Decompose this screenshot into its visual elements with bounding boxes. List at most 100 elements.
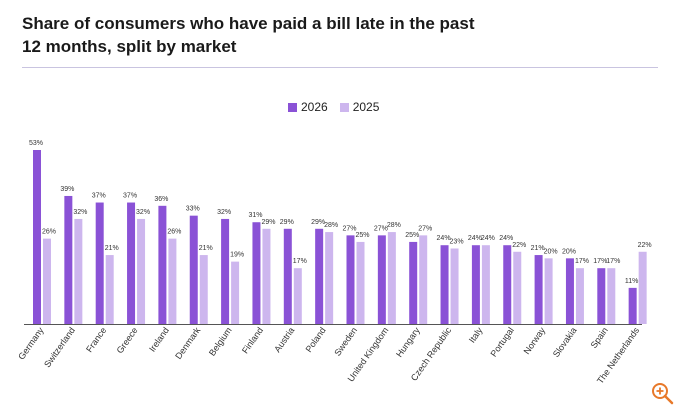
x-tick-label: Poland (304, 325, 328, 354)
value-label-2026-belgium: 32% (217, 209, 231, 216)
value-label-2025-austria: 17% (293, 258, 307, 265)
value-label-2025-greece: 32% (136, 209, 150, 216)
bar-2025-hungary (419, 235, 428, 324)
x-tick-label: Slovakia (551, 325, 579, 359)
value-label-2026-italy: 24% (468, 235, 482, 242)
bar-2025-finland (262, 228, 271, 324)
bar-2026-denmark (189, 215, 198, 324)
bar-2025-sweden (356, 241, 365, 324)
bar-2026-sweden (346, 235, 355, 324)
bar-2026-switzerland (64, 195, 73, 324)
value-label-2026-denmark: 33% (186, 206, 200, 213)
x-tick-label: Portugal (488, 325, 515, 358)
bar-2026-norway (534, 255, 543, 324)
x-tick-label: Spain (589, 325, 610, 350)
bar-2026-united-kingdom (377, 235, 386, 324)
bar-2025-france (105, 255, 114, 324)
value-label-2025-poland: 28% (324, 222, 338, 229)
x-tick-label: Sweden (332, 325, 359, 357)
value-label-2025-czech-republic: 23% (450, 238, 464, 245)
value-label-2025-the-netherlands: 22% (638, 242, 652, 249)
value-label-2025-finland: 29% (261, 219, 275, 226)
x-tick-label: Germany (16, 325, 46, 361)
legend-item-2025: 2025 (339, 100, 380, 114)
value-label-2026-the-netherlands: 11% (625, 278, 639, 285)
value-label-2025-ireland: 26% (167, 229, 181, 236)
value-label-2025-slovakia: 17% (575, 258, 589, 265)
bar-2026-italy (471, 245, 480, 324)
x-tick-label: Greece (115, 325, 140, 355)
bar-2025-italy (481, 245, 490, 324)
value-label-2026-slovakia: 20% (562, 248, 576, 255)
x-tick-label: Italy (467, 325, 485, 345)
bar-2025-spain (607, 268, 616, 324)
value-label-2025-italy: 24% (481, 235, 495, 242)
value-label-2025-norway: 20% (544, 248, 558, 255)
bar-2026-slovakia (565, 258, 574, 324)
x-tick-label: France (84, 325, 108, 354)
value-label-2026-czech-republic: 24% (437, 235, 451, 242)
bar-2025-belgium (231, 261, 240, 324)
value-label-2026-norway: 21% (531, 245, 545, 252)
bar-2026-germany (33, 150, 41, 324)
value-label-2025-united-kingdom: 28% (387, 222, 401, 229)
value-label-2026-germany: 53% (29, 140, 43, 147)
bar-2026-greece (127, 202, 136, 324)
bar-2026-ireland (158, 205, 167, 324)
bar-2025-czech-republic (450, 248, 459, 324)
bar-2026-hungary (409, 241, 418, 324)
legend-label-2026: 2026 (301, 100, 328, 114)
bar-2025-norway (544, 258, 553, 324)
bar-2025-portugal (513, 251, 522, 324)
value-label-2026-finland: 31% (248, 212, 262, 219)
zoom-in-icon[interactable] (649, 380, 675, 406)
x-tick-label: Norway (522, 325, 548, 356)
legend-item-2026: 2026 (288, 100, 328, 114)
value-label-2025-spain: 17% (606, 258, 620, 265)
value-label-2025-switzerland: 32% (73, 209, 87, 216)
value-label-2026-poland: 29% (311, 219, 325, 226)
value-label-2025-sweden: 25% (355, 232, 369, 239)
value-label-2025-hungary: 27% (418, 225, 432, 232)
bar-2025-greece (137, 218, 146, 324)
chart-legend: 2026 2025 (288, 100, 379, 114)
bar-2026-finland (252, 222, 261, 324)
value-label-2025-portugal: 22% (512, 242, 526, 249)
bar-2026-portugal (503, 245, 512, 324)
value-label-2025-belgium: 19% (230, 252, 244, 259)
value-label-2026-sweden: 27% (342, 225, 356, 232)
value-label-2026-austria: 29% (280, 219, 294, 226)
value-label-2026-france: 37% (92, 193, 106, 200)
legend-label-2025: 2025 (352, 100, 380, 114)
x-tick-label: Austria (272, 325, 296, 354)
value-label-2026-portugal: 24% (499, 235, 513, 242)
bar-2025-denmark (199, 255, 208, 324)
value-label-2025-france: 21% (105, 245, 119, 252)
bar-2025-germany (43, 238, 51, 324)
bar-2026-france (95, 202, 104, 324)
legend-swatch-2025 (339, 102, 349, 112)
chart-title: Share of consumers who have paid a bill … (22, 14, 475, 56)
value-label-2026-greece: 37% (123, 193, 137, 200)
x-tick-label: Hungary (394, 325, 422, 359)
bar-2025-poland (325, 232, 334, 324)
value-label-2025-denmark: 21% (199, 245, 213, 252)
title-divider (22, 67, 658, 68)
bar-2025-switzerland (74, 218, 83, 324)
x-tick-label: Denmark (173, 325, 202, 361)
x-tick-label: Ireland (147, 325, 171, 353)
bar-2025-united-kingdom (387, 232, 396, 324)
bar-2026-poland (315, 228, 324, 324)
bar-2025-ireland (168, 238, 177, 324)
bar-2025-the-netherlands (638, 251, 647, 324)
value-label-2026-switzerland: 39% (60, 186, 74, 193)
value-label-2026-united-kingdom: 27% (374, 225, 388, 232)
legend-swatch-2026 (288, 102, 297, 112)
bar-2026-austria (283, 228, 292, 324)
value-label-2026-hungary: 25% (405, 232, 419, 239)
x-tick-label: Finland (240, 325, 265, 355)
bar-2026-belgium (221, 218, 230, 324)
x-tick-label: Switzerland (42, 325, 77, 369)
bar-2025-austria (293, 268, 302, 324)
